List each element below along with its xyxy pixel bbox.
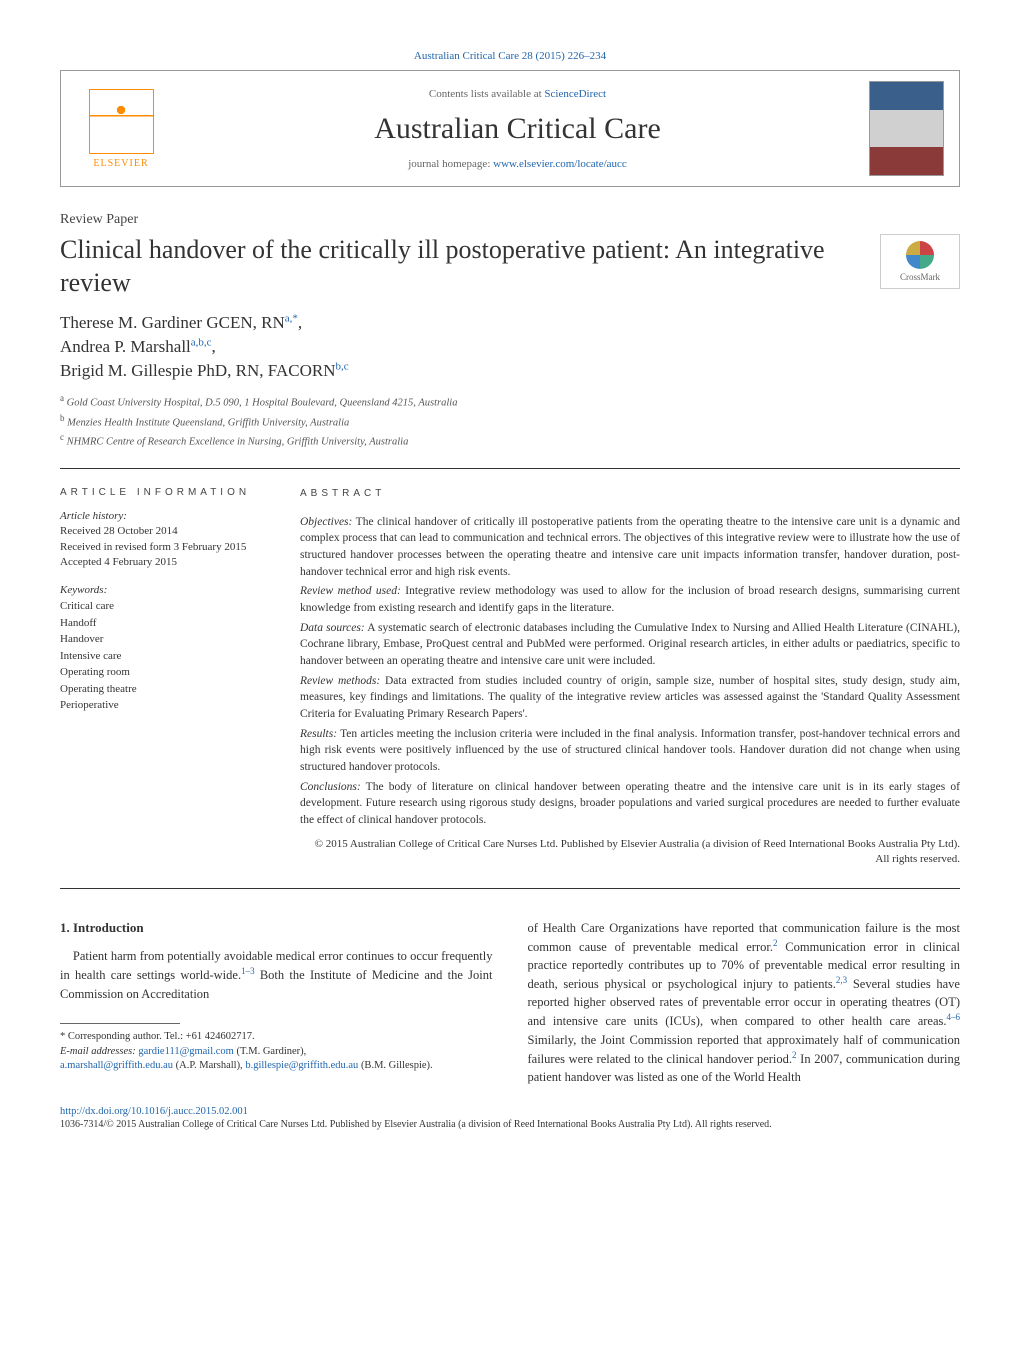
body-column-right: of Health Care Organizations have report… (528, 919, 961, 1087)
body-paragraph: of Health Care Organizations have report… (528, 919, 961, 1087)
contents-line: Contents lists available at ScienceDirec… (166, 88, 869, 100)
footnote-divider (60, 1023, 180, 1024)
divider-2 (60, 888, 960, 889)
citation-ref[interactable]: 2,3 (836, 975, 847, 985)
crossmark-label: CrossMark (900, 272, 940, 282)
abstract-copyright: © 2015 Australian College of Critical Ca… (300, 837, 960, 868)
elsevier-label: ELSEVIER (93, 158, 148, 169)
article-title: Clinical handover of the critically ill … (60, 234, 860, 299)
header-center: Contents lists available at ScienceDirec… (166, 88, 869, 170)
homepage-link[interactable]: www.elsevier.com/locate/aucc (493, 158, 627, 170)
history-text: Received 28 October 2014Received in revi… (60, 524, 270, 570)
article-info-heading: article information (60, 487, 270, 498)
journal-name: Australian Critical Care (166, 112, 869, 146)
contents-prefix: Contents lists available at (429, 88, 544, 100)
journal-cover-thumbnail (869, 81, 944, 176)
elsevier-tree-icon (89, 89, 154, 154)
crossmark-icon (906, 241, 934, 269)
abstract-column: abstract Objectives: The clinical handov… (300, 487, 960, 867)
citation-ref[interactable]: 1–3 (241, 966, 255, 976)
divider (60, 468, 960, 469)
article-info-column: article information Article history: Rec… (60, 487, 270, 867)
intro-heading: 1. Introduction (60, 919, 493, 938)
affiliations-block: a Gold Coast University Hospital, D.5 09… (60, 392, 960, 450)
crossmark-badge[interactable]: CrossMark (880, 234, 960, 289)
keywords-label: Keywords: (60, 584, 270, 596)
footnotes: * Corresponding author. Tel.: +61 424602… (60, 1030, 493, 1074)
corresponding-author-note: * Corresponding author. Tel.: +61 424602… (60, 1030, 493, 1045)
body-columns: 1. Introduction Patient harm from potent… (60, 919, 960, 1087)
history-label: Article history: (60, 510, 270, 522)
email-addresses: E-mail addresses: gardie111@gmail.com (T… (60, 1045, 493, 1074)
keywords-list: Critical careHandoffHandoverIntensive ca… (60, 598, 270, 714)
citation-ref[interactable]: 4–6 (947, 1012, 961, 1022)
footer-copyright: 1036-7314/© 2015 Australian College of C… (60, 1119, 960, 1130)
journal-header-box: ELSEVIER Contents lists available at Sci… (60, 70, 960, 187)
body-paragraph: Patient harm from potentially avoidable … (60, 947, 493, 1003)
journal-citation-link[interactable]: Australian Critical Care 28 (2015) 226–2… (60, 50, 960, 62)
doi-line: http://dx.doi.org/10.1016/j.aucc.2015.02… (60, 1106, 960, 1117)
homepage-line: journal homepage: www.elsevier.com/locat… (166, 158, 869, 170)
elsevier-logo: ELSEVIER (76, 84, 166, 174)
doi-link[interactable]: http://dx.doi.org/10.1016/j.aucc.2015.02… (60, 1106, 248, 1117)
abstract-heading: abstract (300, 487, 960, 502)
article-type: Review Paper (60, 212, 960, 228)
authors-block: Therese M. Gardiner GCEN, RNa,*,Andrea P… (60, 311, 960, 382)
body-column-left: 1. Introduction Patient harm from potent… (60, 919, 493, 1087)
sciencedirect-link[interactable]: ScienceDirect (544, 88, 606, 100)
homepage-prefix: journal homepage: (408, 158, 493, 170)
